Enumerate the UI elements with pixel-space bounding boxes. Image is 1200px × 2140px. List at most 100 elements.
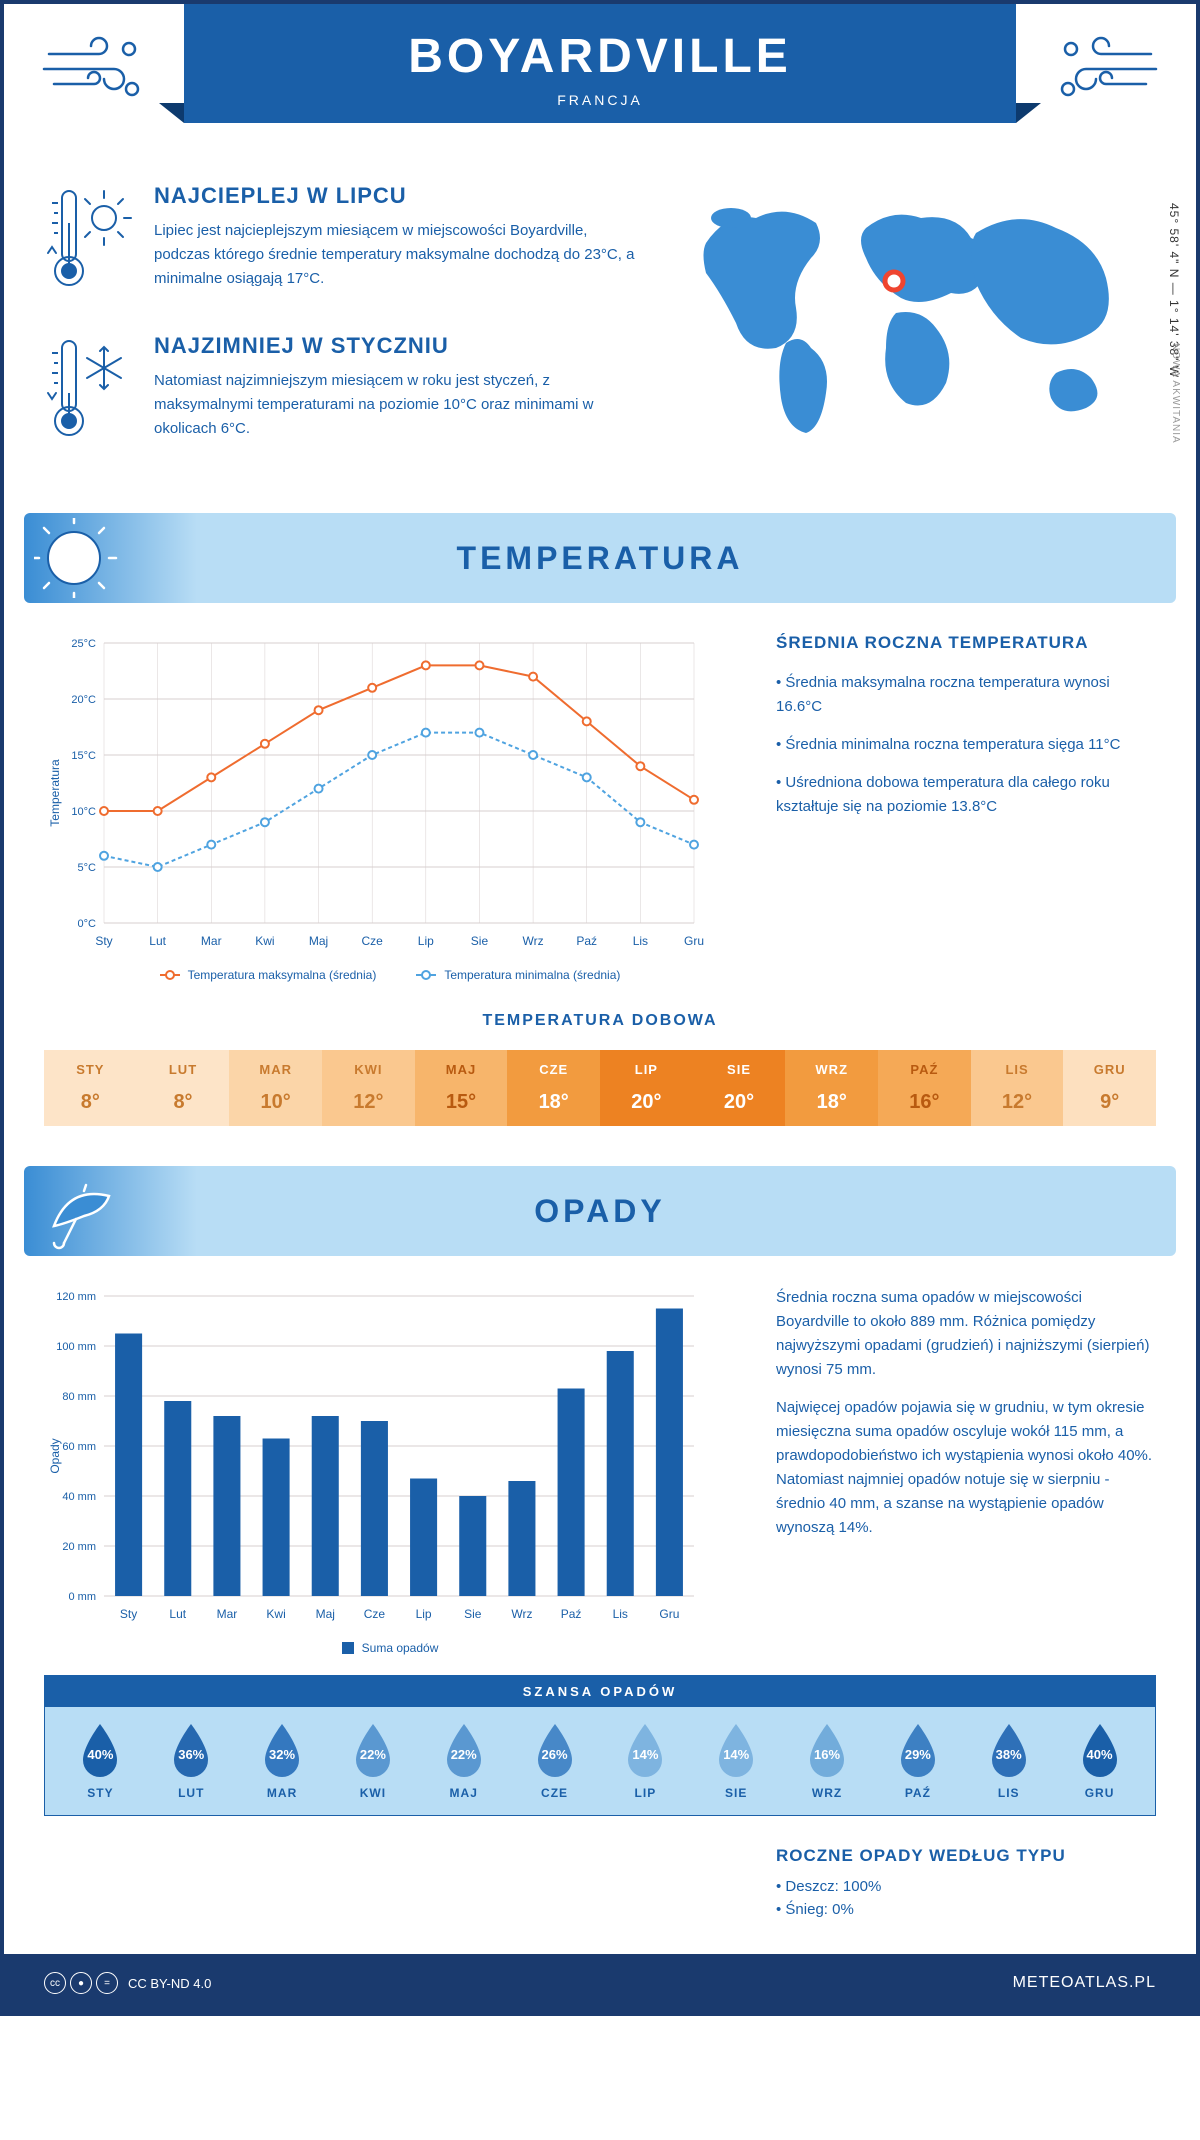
temp-cell: MAR10°: [229, 1050, 322, 1126]
svg-text:100 mm: 100 mm: [56, 1341, 96, 1353]
svg-text:20 mm: 20 mm: [62, 1541, 96, 1553]
world-map: 45° 58' 4" N — 1° 14' 38" W NOWA AKWITAN…: [676, 183, 1156, 483]
temp-cell: CZE18°: [507, 1050, 600, 1126]
legend-max: Temperatura maksymalna (średnia): [160, 968, 377, 982]
cc-icon: cc: [44, 1972, 66, 1994]
svg-text:Lip: Lip: [418, 934, 434, 948]
svg-text:Cze: Cze: [364, 1607, 386, 1621]
daily-temp-table: STY8°LUT8°MAR10°KWI12°MAJ15°CZE18°LIP20°…: [44, 1050, 1156, 1126]
drop-cell: 38%LIS: [963, 1722, 1054, 1800]
svg-text:0°C: 0°C: [78, 918, 97, 930]
precip-chance-section: SZANSA OPADÓW 40%STY36%LUT32%MAR22%KWI22…: [44, 1675, 1156, 1816]
temp-legend: Temperatura maksymalna (średnia) Tempera…: [44, 968, 736, 982]
svg-text:Mar: Mar: [217, 1607, 238, 1621]
intro-cold-desc: Natomiast najzimniejszym miesiącem w rok…: [154, 369, 636, 441]
svg-text:Sty: Sty: [120, 1607, 137, 1621]
precipitation-header: OPADY: [24, 1166, 1176, 1256]
temp-cell: LUT8°: [137, 1050, 230, 1126]
wind-icon-left: [34, 34, 144, 109]
by-icon: ●: [70, 1972, 92, 1994]
intro-hot-title: NAJCIEPLEJ W LIPCU: [154, 183, 636, 209]
svg-text:Paź: Paź: [561, 1607, 582, 1621]
svg-text:Temperatura: Temperatura: [48, 759, 62, 827]
intro-cold-text: NAJZIMNIEJ W STYCZNIU Natomiast najzimni…: [154, 333, 636, 448]
intro-hot-desc: Lipiec jest najcieplejszym miesiącem w m…: [154, 219, 636, 291]
svg-text:40 mm: 40 mm: [62, 1491, 96, 1503]
svg-text:Lis: Lis: [633, 934, 648, 948]
svg-text:20°C: 20°C: [71, 694, 96, 706]
legend-min: Temperatura minimalna (średnia): [416, 968, 620, 982]
license-text: CC BY-ND 4.0: [128, 1976, 211, 1991]
intro-hot: NAJCIEPLEJ W LIPCU Lipiec jest najcieple…: [44, 183, 636, 298]
header-wrap: BOYARDVILLE FRANCJA: [4, 4, 1196, 143]
umbrella-icon: [34, 1171, 124, 1256]
drop-cell: 22%MAJ: [418, 1722, 509, 1800]
svg-text:Lip: Lip: [416, 1607, 432, 1621]
svg-text:Lut: Lut: [149, 934, 166, 948]
temp-cell: MAJ15°: [415, 1050, 508, 1126]
footer: cc ● = CC BY-ND 4.0 METEOATLAS.PL: [4, 1954, 1196, 2012]
precip-side-info: Średnia roczna suma opadów w miejscowośc…: [776, 1286, 1156, 1655]
drop-cell: 29%PAŹ: [872, 1722, 963, 1800]
precip-type-1: • Śnieg: 0%: [776, 1901, 1156, 1918]
temp-cell: LIP20°: [600, 1050, 693, 1126]
temperature-content: 0°C5°C10°C15°C20°C25°CStyLutMarKwiMajCze…: [4, 603, 1196, 1012]
drop-cell: 36%LUT: [146, 1722, 237, 1800]
svg-text:10°C: 10°C: [71, 806, 96, 818]
svg-text:Gru: Gru: [684, 934, 704, 948]
precip-type-section: ROCZNE OPADY WEDŁUG TYPU • Deszcz: 100% …: [4, 1846, 1196, 1954]
intro-section: NAJCIEPLEJ W LIPCU Lipiec jest najcieple…: [4, 143, 1196, 513]
drop-cell: 22%KWI: [327, 1722, 418, 1800]
temp-bullet-0: • Średnia maksymalna roczna temperatura …: [776, 671, 1156, 719]
city-name: BOYARDVILLE: [184, 29, 1016, 84]
temp-bullet-1: • Średnia minimalna roczna temperatura s…: [776, 733, 1156, 757]
svg-text:Mar: Mar: [201, 934, 222, 948]
svg-text:Lis: Lis: [613, 1607, 628, 1621]
drop-cell: 16%WRZ: [782, 1722, 873, 1800]
svg-text:Maj: Maj: [309, 934, 328, 948]
drop-cell: 14%SIE: [691, 1722, 782, 1800]
svg-text:Cze: Cze: [362, 934, 384, 948]
svg-text:Maj: Maj: [316, 1607, 335, 1621]
wind-icon-right: [1056, 34, 1166, 109]
nd-icon: =: [96, 1972, 118, 1994]
country-name: FRANCJA: [184, 92, 1016, 108]
temp-cell: KWI12°: [322, 1050, 415, 1126]
daily-temp-section: TEMPERATURA DOBOWA STY8°LUT8°MAR10°KWI12…: [4, 1012, 1196, 1166]
sun-icon: [34, 518, 124, 603]
temp-cell: LIS12°: [971, 1050, 1064, 1126]
temp-side-info: ŚREDNIA ROCZNA TEMPERATURA • Średnia mak…: [776, 633, 1156, 982]
intro-left: NAJCIEPLEJ W LIPCU Lipiec jest najcieple…: [44, 183, 636, 483]
thermometer-hot-icon: [44, 183, 134, 298]
drop-cell: 32%MAR: [237, 1722, 328, 1800]
temp-side-title: ŚREDNIA ROCZNA TEMPERATURA: [776, 633, 1156, 653]
intro-cold: NAJZIMNIEJ W STYCZNIU Natomiast najzimni…: [44, 333, 636, 448]
precip-type-0: • Deszcz: 100%: [776, 1878, 1156, 1895]
precip-legend: Suma opadów: [44, 1641, 736, 1655]
drop-cell: 40%GRU: [1054, 1722, 1145, 1800]
header-banner: BOYARDVILLE FRANCJA: [184, 4, 1016, 123]
svg-text:120 mm: 120 mm: [56, 1291, 96, 1303]
svg-text:0 mm: 0 mm: [69, 1591, 97, 1603]
temperature-header: TEMPERATURA: [24, 513, 1176, 603]
svg-text:Opady: Opady: [48, 1438, 62, 1473]
temp-cell: WRZ18°: [785, 1050, 878, 1126]
intro-cold-title: NAJZIMNIEJ W STYCZNIU: [154, 333, 636, 359]
precipitation-chart: 0 mm20 mm40 mm60 mm80 mm100 mm120 mmStyL…: [44, 1286, 736, 1655]
svg-text:Kwi: Kwi: [255, 934, 274, 948]
page: BOYARDVILLE FRANCJA NAJCIEPLEJ W LIPCU L…: [0, 0, 1200, 2016]
svg-text:Sie: Sie: [464, 1607, 482, 1621]
precipitation-content: 0 mm20 mm40 mm60 mm80 mm100 mm120 mmStyL…: [4, 1256, 1196, 1675]
precip-type-title: ROCZNE OPADY WEDŁUG TYPU: [776, 1846, 1156, 1866]
svg-text:Sie: Sie: [471, 934, 489, 948]
temp-bullet-2: • Uśredniona dobowa temperatura dla całe…: [776, 771, 1156, 819]
precipitation-title: OPADY: [534, 1193, 665, 1230]
precip-chance-drops: 40%STY36%LUT32%MAR22%KWI22%MAJ26%CZE14%L…: [45, 1707, 1155, 1815]
svg-text:Kwi: Kwi: [266, 1607, 285, 1621]
drop-cell: 40%STY: [55, 1722, 146, 1800]
svg-text:60 mm: 60 mm: [62, 1441, 96, 1453]
svg-text:15°C: 15°C: [71, 750, 96, 762]
temp-cell: STY8°: [44, 1050, 137, 1126]
region-name: NOWA AKWITANIA: [1170, 343, 1181, 444]
svg-text:5°C: 5°C: [78, 862, 97, 874]
